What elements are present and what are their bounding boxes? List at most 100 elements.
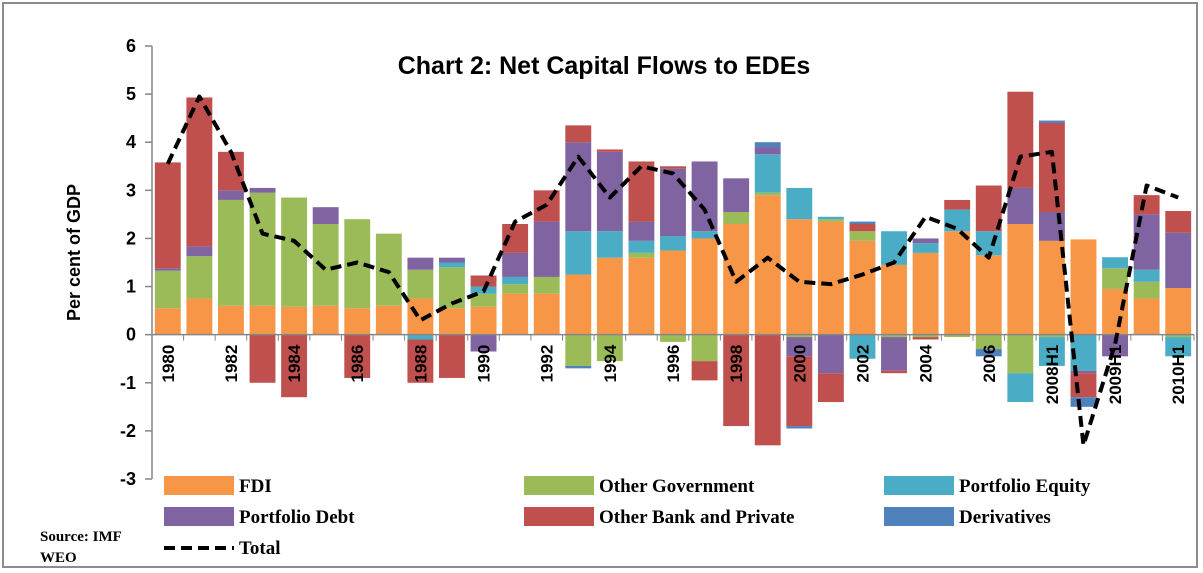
x-tick-label: 2009H1 (1106, 345, 1125, 405)
legend-swatch-portfolio_equity (884, 476, 954, 495)
bar-other-government-1996 (660, 334, 686, 342)
bar-other-government-2010h1 (1165, 334, 1192, 338)
legend-item-total: Total (164, 538, 281, 559)
bar-other-government-1984 (281, 197, 308, 307)
bar-other-government-1982 (217, 199, 244, 306)
bar-other-government-2009h1 (1102, 268, 1128, 289)
bar-portfolio-equity-1997 (691, 231, 718, 239)
bar-portfolio-debt-1988 (407, 257, 434, 270)
x-tick-label: 1984 (285, 344, 304, 382)
y-tick-label: 2 (126, 228, 136, 248)
legend-swatch-derivatives (884, 507, 954, 526)
y-tick-label: -1 (120, 373, 136, 393)
legend-label-other_bank: Other Bank and Private (599, 507, 794, 528)
bar-other-government-1981 (186, 256, 213, 299)
legend: FDI Other Government Portfolio Equity Portf… (164, 476, 1091, 559)
bar-fdi-2004 (912, 252, 939, 335)
legend-label-portfolio_equity: Portfolio Equity (959, 476, 1091, 497)
bar-other-government-2007 (1007, 334, 1034, 374)
bar-portfolio-equity-1991 (502, 276, 529, 285)
bar-fdi-2009h1 (1102, 288, 1128, 335)
bar-portfolio-debt-2007 (1007, 187, 1034, 225)
bar-fdi-2009h2 (1133, 298, 1160, 335)
bar-portfolio-debt-1985 (312, 207, 339, 225)
bar-derivatives-1993 (565, 365, 592, 369)
legend-item-other_gov: Other Government (524, 476, 755, 497)
y-axis-title: Per cent of GDP (64, 184, 84, 321)
bar-fdi-2008h2 (1070, 239, 1097, 335)
legend-item-derivatives: Derivatives (884, 507, 1051, 528)
bar-other-government-2009h2 (1133, 281, 1160, 299)
bar-other-bank-and-private-2008h2 (1070, 373, 1097, 398)
x-tick-label: 1982 (222, 345, 241, 383)
bar-portfolio-debt-2009h1 (1102, 334, 1128, 357)
bar-portfolio-equity-1999 (754, 154, 781, 193)
bar-fdi-1993 (565, 274, 592, 335)
bar-other-bank-and-private-1995 (628, 161, 655, 222)
bar-fdi-1997 (691, 238, 718, 335)
y-tick-label: 4 (126, 132, 136, 152)
x-tick-label: 2000 (790, 345, 809, 383)
bar-portfolio-equity-2010h1 (1165, 337, 1192, 357)
legend-item-portfolio_debt: Portfolio Debt (164, 507, 355, 528)
bar-portfolio-equity-1996 (660, 236, 686, 251)
bar-other-bank-and-private-1988 (407, 339, 434, 383)
bar-portfolio-debt-1998 (723, 178, 750, 212)
y-tick-label: -2 (120, 421, 136, 441)
bar-portfolio-debt-1997 (691, 161, 718, 232)
bar-portfolio-debt-2003 (881, 337, 907, 371)
bar-other-bank-and-private-1993 (565, 125, 592, 143)
bar-portfolio-debt-1996 (660, 168, 686, 237)
bar-fdi-2002 (849, 240, 876, 335)
chart: Chart 2: Net Capital Flows to EDEs Per c… (40, 36, 1195, 566)
bar-portfolio-debt-1980 (154, 268, 181, 271)
y-tick-label: 6 (126, 36, 136, 56)
bar-other-bank-and-private-2001 (817, 373, 844, 403)
bar-fdi-2005 (944, 231, 971, 335)
bar-other-bank-and-private-1990 (470, 275, 497, 287)
legend-swatch-portfolio_debt (164, 507, 234, 526)
bar-other-bank-and-private-1999 (754, 334, 781, 446)
legend-label-portfolio_debt: Portfolio Debt (239, 507, 355, 528)
x-tick-label: 2008H1 (1043, 345, 1062, 405)
x-tick-label: 2006 (980, 345, 999, 383)
bar-other-government-1999 (754, 192, 781, 196)
bar-fdi-2010h1 (1165, 288, 1192, 335)
total-line-layer (165, 94, 1179, 448)
bar-other-government-1985 (312, 224, 339, 306)
x-tick-label: 1998 (727, 345, 746, 383)
bar-portfolio-debt-1989 (439, 257, 465, 263)
bar-other-bank-and-private-2005 (944, 199, 971, 210)
bar-other-bank-and-private-1994 (596, 149, 623, 152)
bar-portfolio-debt-1995 (628, 221, 655, 241)
legend-label-other_gov: Other Government (599, 476, 755, 497)
bar-other-government-2002 (849, 231, 876, 241)
y-tick-label: -3 (120, 469, 136, 489)
bar-portfolio-debt-1983 (249, 187, 276, 193)
bar-fdi-1986 (344, 308, 371, 335)
bar-portfolio-debt-1990 (470, 334, 497, 352)
bar-fdi-1996 (660, 250, 686, 335)
bar-fdi-1990 (470, 306, 497, 335)
bar-fdi-1992 (533, 293, 560, 335)
x-tick-label: 2002 (853, 345, 872, 383)
bar-other-bank-and-private-2009h2 (1133, 195, 1160, 215)
bar-other-government-2004 (912, 334, 939, 338)
x-tick-label: 1988 (411, 345, 430, 383)
bar-fdi-1984 (281, 306, 308, 335)
y-tick-label: 1 (126, 277, 136, 297)
bar-portfolio-debt-1991 (502, 252, 529, 277)
bar-portfolio-equity-2001 (817, 216, 844, 220)
bar-portfolio-debt-2001 (817, 334, 844, 374)
bar-other-bank-and-private-1998 (723, 334, 750, 427)
bar-derivatives-2006 (975, 349, 1002, 357)
bar-fdi-1991 (502, 293, 529, 335)
bar-other-government-1997 (691, 334, 718, 362)
legend-swatch-other_gov (524, 476, 594, 495)
bar-portfolio-equity-2002 (849, 334, 876, 359)
bar-portfolio-equity-2004 (912, 243, 939, 253)
bar-other-bank-and-private-1989 (439, 334, 465, 378)
bar-other-bank-and-private-1980 (154, 162, 181, 269)
legend-label-fdi: FDI (239, 476, 272, 497)
bar-other-government-1991 (502, 284, 529, 294)
